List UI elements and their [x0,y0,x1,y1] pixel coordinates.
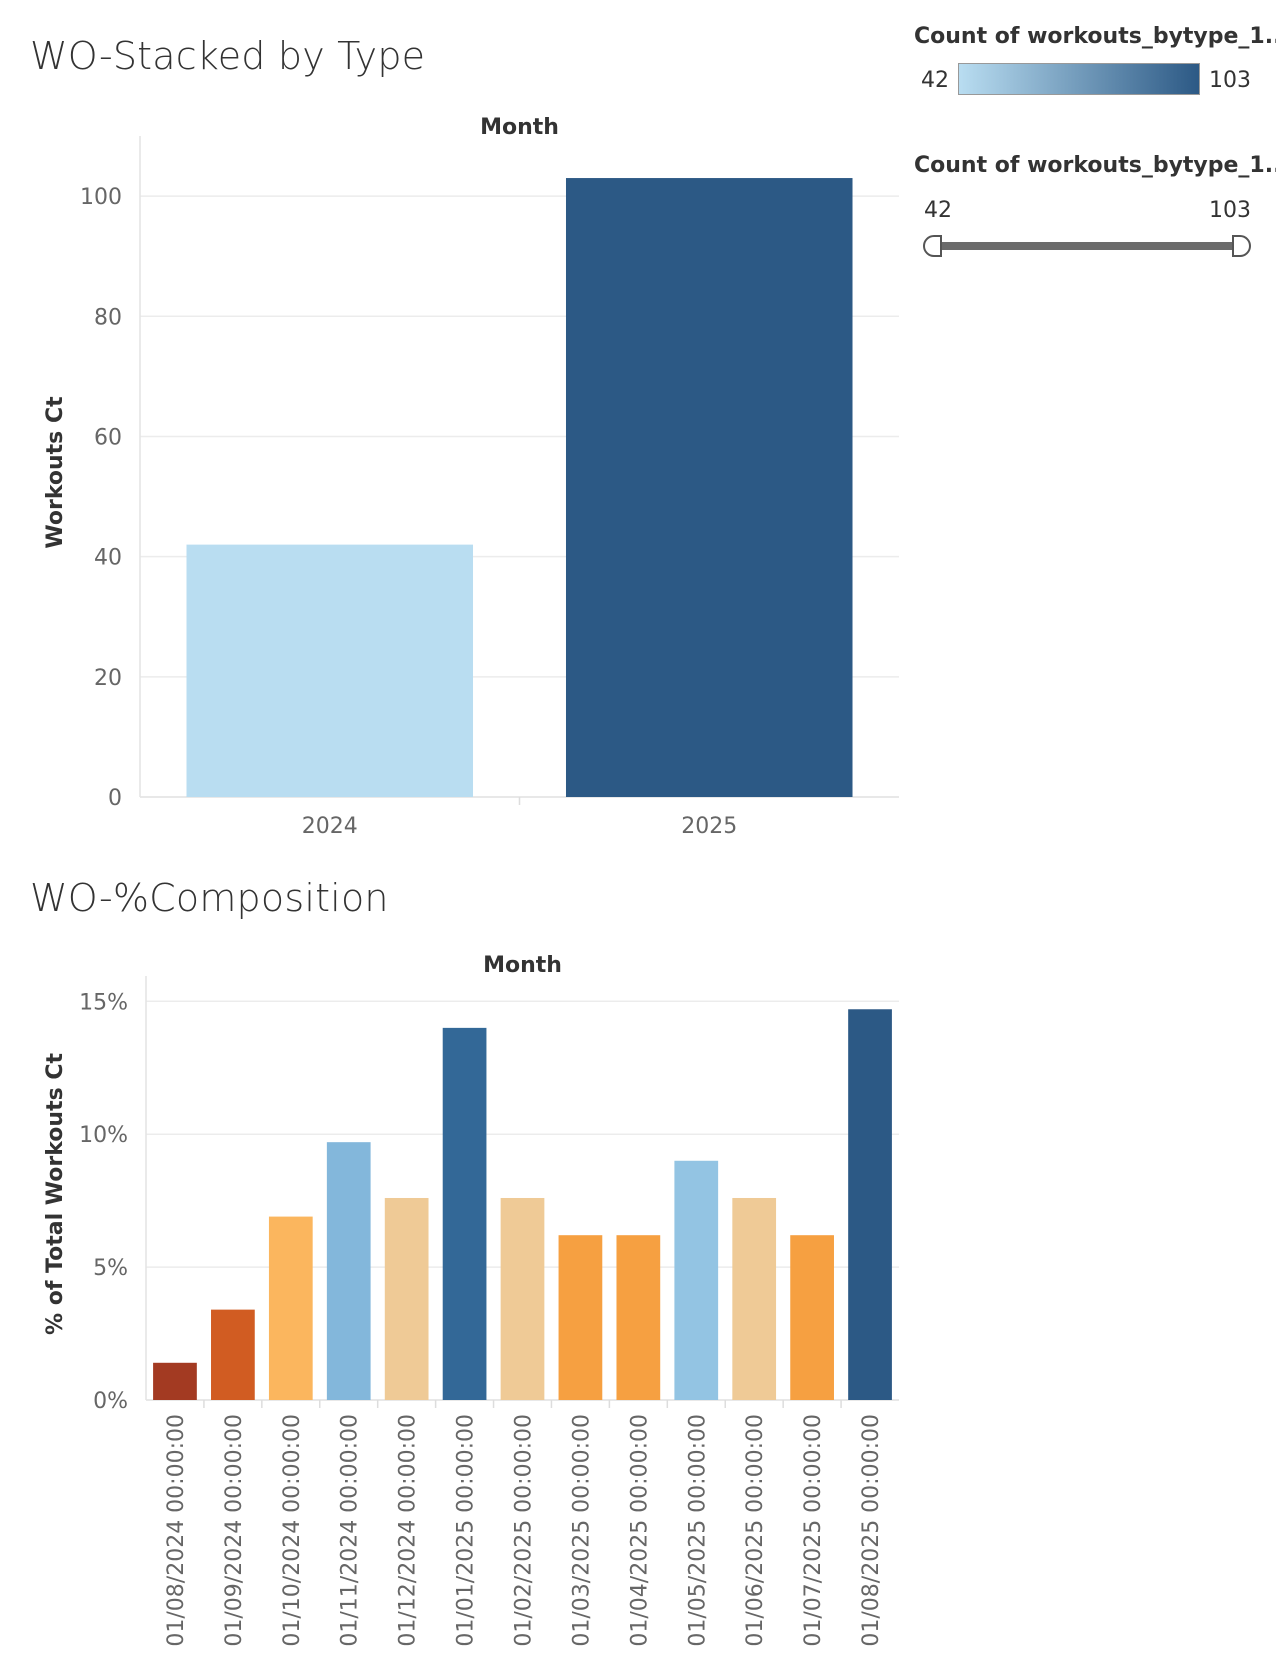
x-tick-label: 01/10/2024 00:00:00 [280,1414,305,1647]
color-legend-gradient [958,63,1200,95]
bar-01-08-2024-00-00-00 [153,1362,197,1400]
size-legend-max: 103 [1209,198,1251,223]
y-tick-label: 20 [94,666,122,691]
color-legend-title: Count of workouts_bytype_1.. [914,24,1276,49]
chart2-header: Month [483,953,562,978]
x-tick-label: 01/01/2025 00:00:00 [454,1414,479,1647]
y-tick-label: 10% [79,1123,128,1148]
y-tick-label: 5% [93,1256,128,1281]
x-tick-label: 01/04/2025 00:00:00 [627,1414,652,1647]
y-tick-label: 100 [80,185,122,210]
chart2-title: WO-%Composition [30,876,389,920]
y-tick-label: 0% [93,1389,128,1414]
y-tick-label: 60 [94,425,122,450]
bar-01-11-2024-00-00-00 [326,1142,371,1400]
bar-01-05-2025-00-00-00 [674,1160,719,1400]
x-tick-label: 01/08/2024 00:00:00 [164,1414,189,1647]
size-legend-min: 42 [924,198,952,223]
chart1-header: Month [480,115,559,140]
x-tick-label: 2025 [681,814,737,839]
x-tick-label: 01/09/2024 00:00:00 [222,1414,247,1647]
y-tick-label: 40 [94,546,122,571]
bar-01-03-2025-00-00-00 [558,1235,603,1400]
color-legend-min: 42 [921,68,949,93]
x-tick-label: 01/06/2025 00:00:00 [743,1414,768,1647]
x-tick-label: 01/02/2025 00:00:00 [512,1414,537,1647]
size-legend-title: Count of workouts_bytype_1.. [914,153,1276,178]
x-tick-label: 01/08/2025 00:00:00 [859,1414,884,1647]
bar-01-10-2024-00-00-00 [268,1216,313,1400]
color-legend-max: 103 [1209,68,1251,93]
bar-01-09-2024-00-00-00 [211,1309,255,1400]
bar-01-01-2025-00-00-00 [442,1027,487,1400]
bar-01-02-2025-00-00-00 [500,1197,545,1400]
bar-2024 [186,544,474,797]
x-tick-label: 01/11/2024 00:00:00 [338,1414,363,1647]
bar-01-08-2025-00-00-00 [848,1009,892,1400]
x-tick-label: 01/05/2025 00:00:00 [685,1414,710,1647]
x-tick-label: 01/03/2025 00:00:00 [569,1414,594,1647]
y-axis-label: % of Total Workouts Ct [43,1053,68,1335]
x-tick-label: 01/12/2024 00:00:00 [396,1414,421,1647]
y-tick-label: 80 [94,305,122,330]
chart1-title: WO-Stacked by Type [30,34,426,78]
y-axis-label: Workouts Ct [43,396,68,549]
x-tick-label: 01/07/2025 00:00:00 [801,1414,826,1647]
bar-01-12-2024-00-00-00 [384,1197,429,1400]
bar-01-07-2025-00-00-00 [790,1235,834,1400]
y-tick-label: 0 [108,786,122,811]
y-tick-label: 15% [79,990,128,1015]
bar-2025 [565,178,853,798]
bar-01-06-2025-00-00-00 [732,1197,777,1400]
x-tick-label: 2024 [302,814,358,839]
bar-01-04-2025-00-00-00 [616,1235,661,1400]
